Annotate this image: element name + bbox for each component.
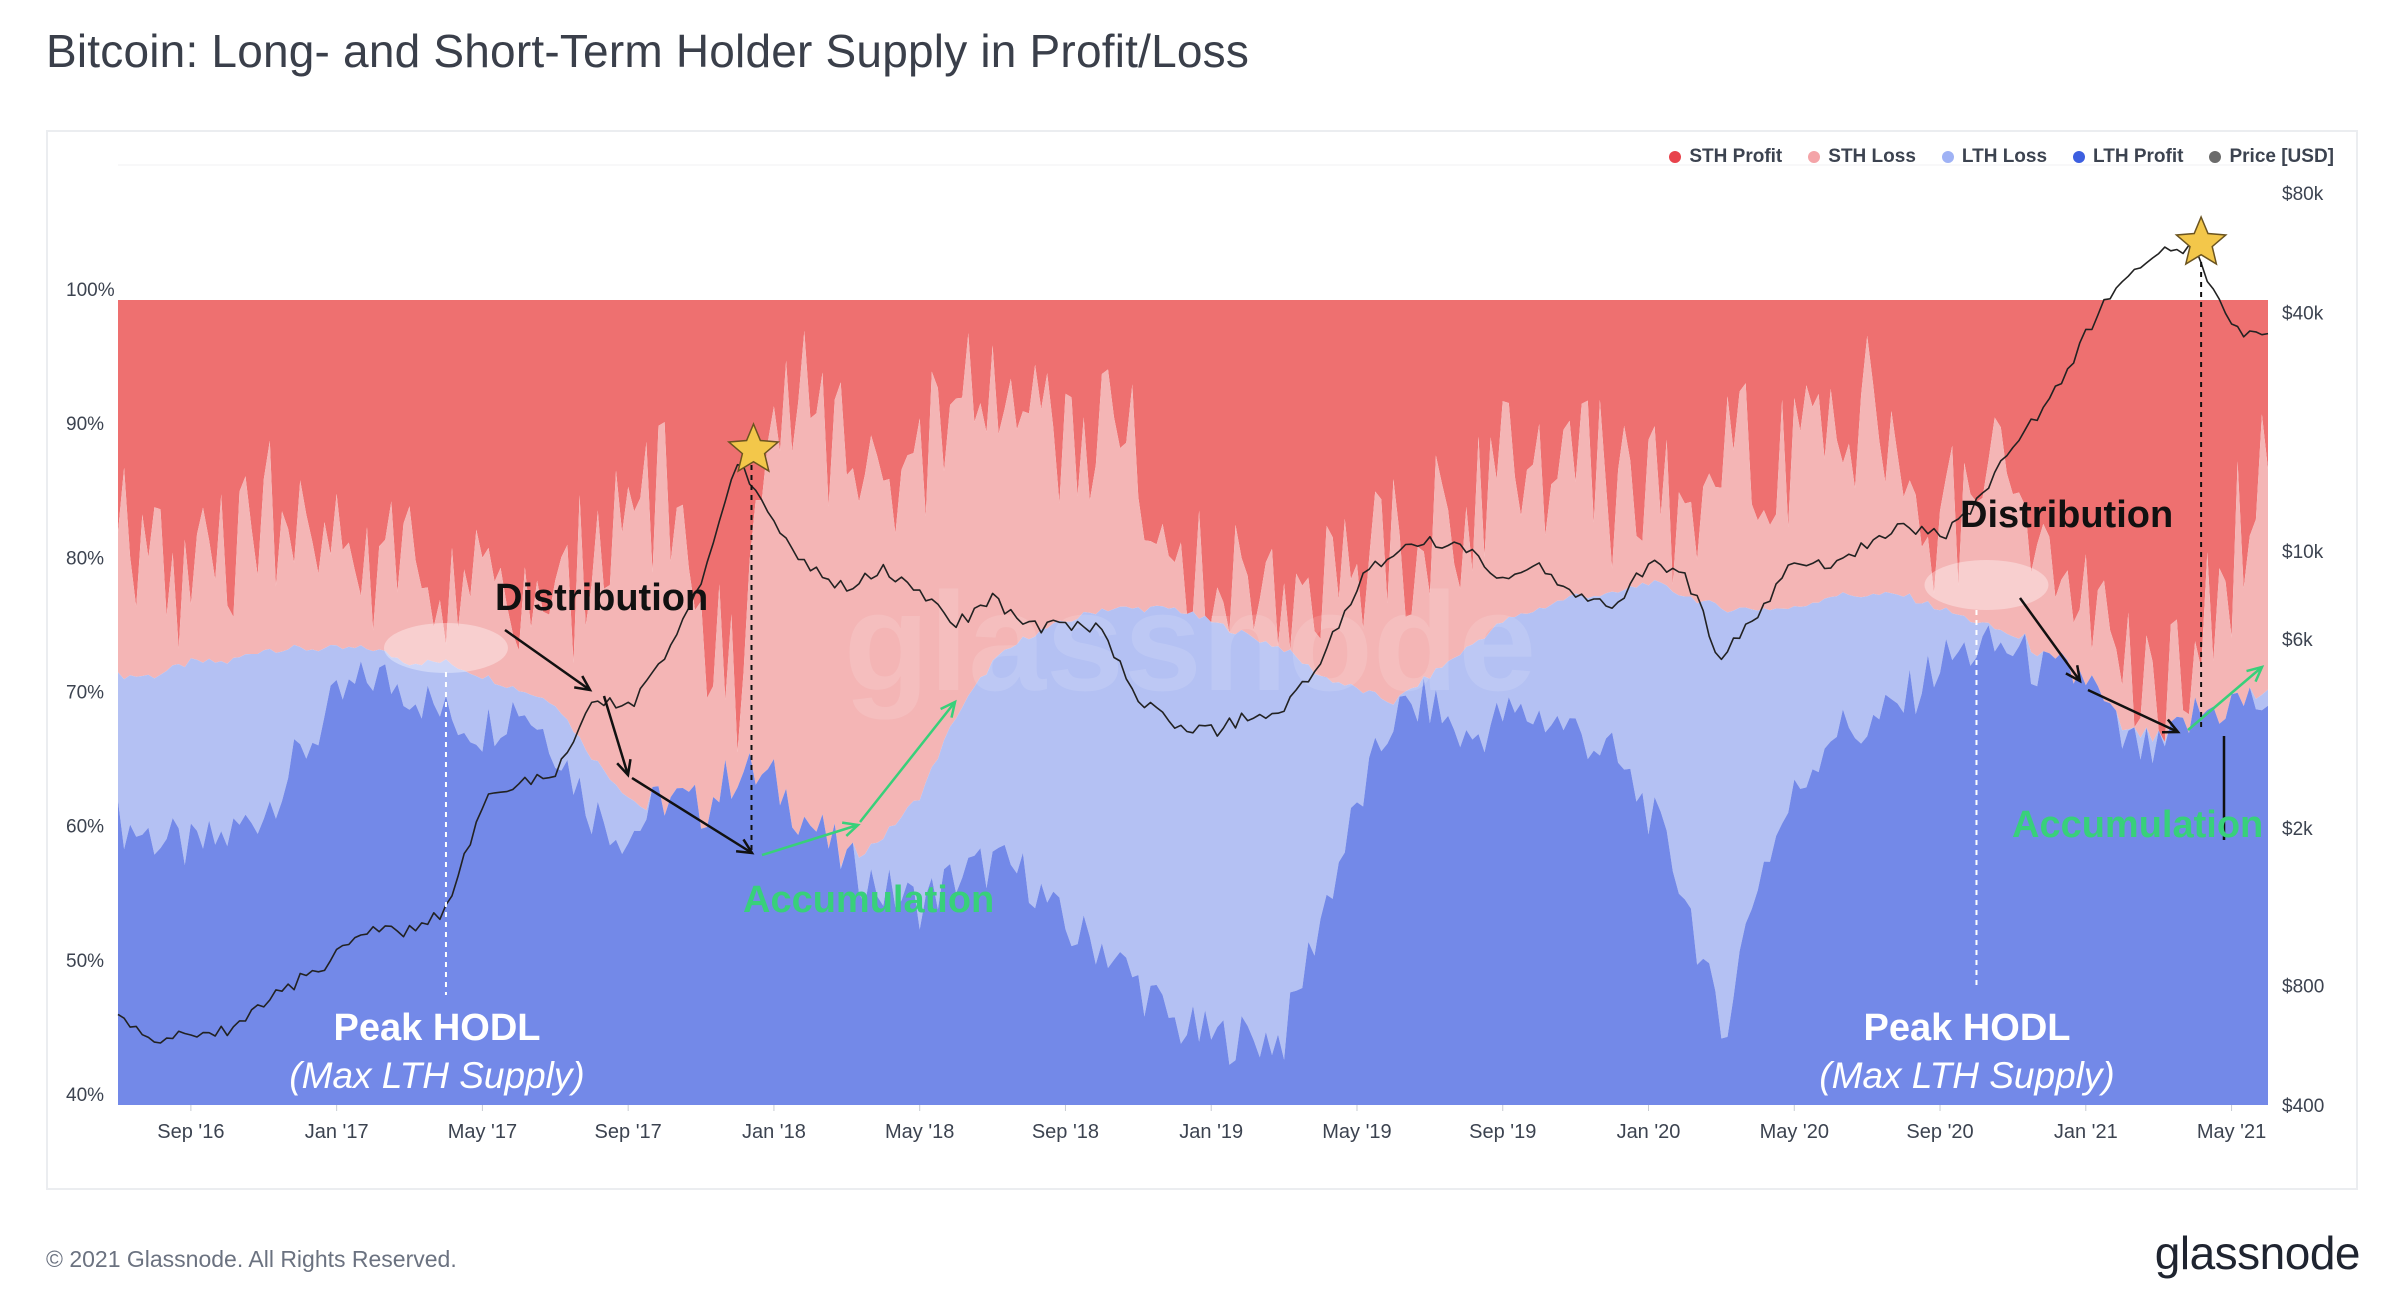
price-series-line [117,244,2269,1044]
y-right-tick-label: $10k [2282,542,2324,563]
x-tick-label: May '18 [885,1121,954,1143]
x-tick-label: Sep '18 [1032,1121,1099,1143]
y-right-tick-label: $400 [2282,1096,2324,1117]
legend-item-lth-profit[interactable]: LTH Profit [2073,146,2183,168]
y-left-tick-label: 70% [66,683,104,704]
distribution-left-arrow-c [631,776,753,855]
y-left-tick-label: 100% [66,280,115,301]
distribution-left-arrow-b-head [616,758,632,778]
price-top-2021-star [2174,215,2228,266]
distribution-left-arrow-b [602,695,630,776]
peak-hodl-right-highlight [1924,560,2049,610]
y-left-tick-label: 40% [66,1085,104,1106]
distribution-left-arrow-a-head [574,675,593,692]
y-left-tick-label: 60% [66,817,104,838]
brand-logo[interactable]: glassnode [2154,1227,2361,1279]
accumulation-left-arrow-b [859,701,956,823]
accumulation-left-arrow-b-head [940,699,957,718]
stacked-areas [118,300,2268,1105]
legend-dot-sth-profit [1669,151,1682,163]
accumulation-left-arrow-a-head [841,821,861,837]
legend-item-sth-loss[interactable]: STH Loss [1808,146,1916,168]
annotation-accumulation-left: Accumulation [743,879,994,921]
annotation-peak-hodl-left-sub: (Max LTH Supply) [289,1055,584,1096]
distribution-right-arrow-a-head [2065,665,2082,684]
x-tick-label: Jan '18 [742,1121,806,1143]
distribution-left-arrow-c-head [735,838,755,855]
area-sth-loss [118,330,2268,868]
legend-item-lth-loss[interactable]: LTH Loss [1941,146,2048,168]
x-tick-label: Jan '21 [2054,1121,2118,1143]
legend-dot-lth-loss [1941,151,1954,163]
y-left-tick-label: 90% [66,414,104,435]
peak-hodl-left-highlight [383,623,508,673]
legend-label-sth-profit: STH Profit [1689,146,1783,167]
legend-label-lth-profit: LTH Profit [2093,146,2184,167]
legend-dot-price [2209,151,2222,163]
annotation-distribution-right: Distribution [1960,494,2173,536]
y-axis-right: $80k $40k $10k $6k $2k $800 $400 [2282,184,2324,1117]
legend-item-sth-profit[interactable]: STH Profit [1669,146,1782,168]
y-left-tick-label: 50% [66,951,104,972]
annotation-peak-hodl-left: Peak HODL [334,1007,541,1049]
x-tick-label: Sep '16 [157,1121,224,1143]
x-tick-label: May '20 [1760,1121,1829,1143]
footer-copyright: © 2021 Glassnode. All Rights Reserved. [46,1246,457,1272]
x-tick-label: Jan '17 [305,1121,369,1143]
x-tick-label: Sep '17 [595,1121,662,1143]
distribution-right-arrow-b [2087,688,2179,734]
area-lth-loss [118,580,2268,1065]
legend-label-sth-loss: STH Loss [1828,146,1916,167]
legend-dot-sth-loss [1808,151,1821,163]
distribution-left-arrow-a [504,628,591,692]
legend-label-lth-loss: LTH Loss [1961,146,2048,167]
x-tick-label: Jan '20 [1617,1121,1681,1143]
x-tick-label: May '17 [448,1121,517,1143]
x-tick-label: Sep '20 [1906,1121,1973,1143]
y-right-tick-label: $800 [2282,977,2324,998]
page-title: Bitcoin: Long- and Short-Term Holder Sup… [46,25,1250,77]
distribution-right-arrow-a [2018,597,2082,682]
price-line [117,244,2269,1044]
annotation-peak-hodl-right-sub: (Max LTH Supply) [1819,1055,2114,1096]
x-tick-label: Jan '19 [1179,1121,1243,1143]
annotation-accumulation-right: Accumulation [2012,804,2263,846]
legend-dot-lth-profit [2073,151,2086,163]
watermark: glassnode [844,563,1536,720]
annotations: Distribution Distribution Accumulation Accu… [289,215,2265,1096]
y-axis-left: 100% 90% 80% 70% 60% 50% 40% [66,280,115,1106]
area-lth-profit [118,625,2268,1105]
annotation-distribution-left: Distribution [495,577,708,619]
accumulation-right-arrow [2187,666,2263,731]
y-right-tick-label: $80k [2282,184,2324,205]
accumulation-left-arrow-a [761,823,859,857]
y-left-tick-label: 80% [66,548,104,569]
distribution-right-arrow-b-head [2161,718,2181,734]
x-tick-label: Sep '19 [1469,1121,1536,1143]
y-right-tick-label: $6k [2282,630,2313,651]
y-right-tick-label: $2k [2282,819,2313,840]
y-right-tick-label: $40k [2282,303,2324,324]
x-axis: Sep '16 Jan '17 May '17 Sep '17 Jan '18 May '… [157,1105,2266,1143]
legend-item-price[interactable]: Price [USD] [2209,146,2334,168]
annotation-peak-hodl-right: Peak HODL [1864,1007,2071,1049]
x-tick-label: May '21 [2197,1121,2266,1143]
x-tick-label: May '19 [1322,1121,1391,1143]
area-sth-profit [118,300,2268,753]
legend: STH Profit STH Loss LTH Loss LTH Profit … [1669,146,2334,168]
legend-label-price: Price [USD] [2229,146,2334,167]
accumulation-right-arrow-head [2246,665,2265,683]
price-top-2017-star [726,422,781,473]
